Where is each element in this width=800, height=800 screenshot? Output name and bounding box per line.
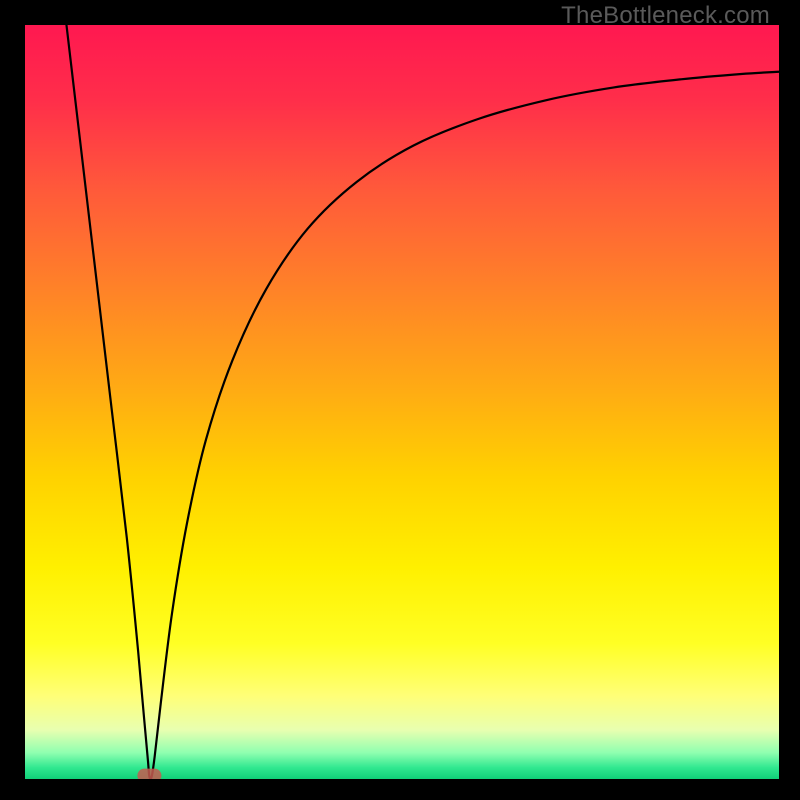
curve-layer	[25, 25, 779, 779]
plot-area	[25, 25, 779, 779]
bottleneck-curve	[66, 25, 779, 779]
minimum-marker	[137, 769, 161, 779]
watermark-text: TheBottleneck.com	[561, 2, 770, 30]
